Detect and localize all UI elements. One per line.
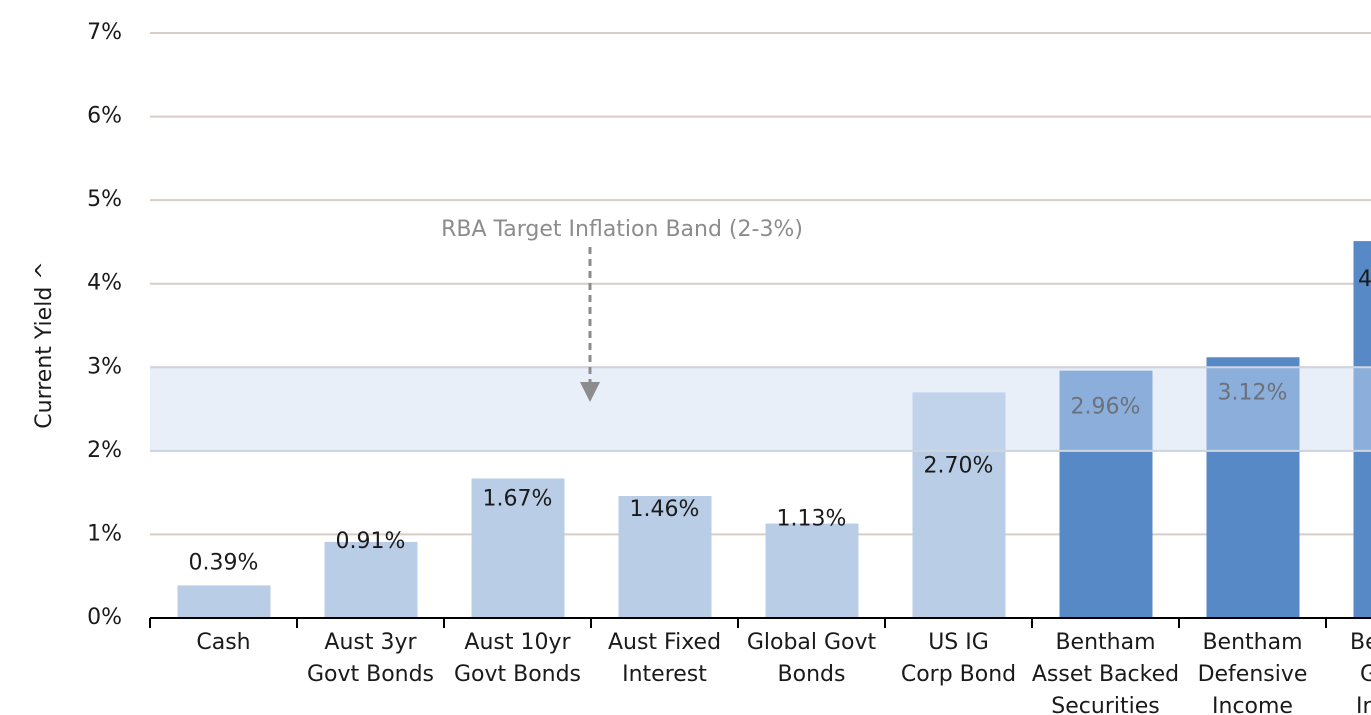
y-tick-label: 3% — [87, 354, 122, 379]
value-label: 1.13% — [777, 507, 847, 532]
y-tick-label: 7% — [87, 20, 122, 45]
x-tick-label: Aust Fixed Interest — [608, 630, 721, 687]
bar — [765, 523, 859, 618]
x-tick-label: US IG Corp Bond — [901, 630, 1016, 687]
bar — [1059, 370, 1153, 618]
x-tick-label-line: Govt Bonds — [307, 662, 434, 687]
bar — [1206, 357, 1300, 618]
x-tick-label-line: Bentham — [1055, 630, 1155, 655]
y-tick-label: 6% — [87, 104, 122, 129]
bar — [324, 541, 418, 618]
x-tick-label: Global Govt Bonds — [747, 630, 877, 687]
value-label: 1.46% — [630, 497, 700, 522]
x-tick-label: Bentham Defensive Income — [1198, 630, 1308, 715]
y-tick-label: 1% — [87, 521, 122, 546]
bar — [177, 585, 271, 618]
x-tick-label-line: Be — [1350, 630, 1371, 655]
x-tick-label-line: Income — [1212, 694, 1293, 715]
value-label: 4 — [1358, 267, 1371, 292]
x-tick-label-line: G — [1360, 662, 1371, 687]
x-tick-label-line: Cash — [196, 630, 250, 655]
value-label: 3.12% — [1218, 380, 1288, 405]
x-tick-label: Aust 3yr Govt Bonds — [307, 630, 434, 687]
x-tick-label-line: Interest — [622, 662, 707, 687]
x-tick-label-line: Aust Fixed — [608, 630, 721, 655]
x-tick-label-line: US IG — [928, 630, 989, 655]
value-label: 0.91% — [336, 529, 406, 554]
x-tick-label-line: Govt Bonds — [454, 662, 581, 687]
x-tick-label-line: Global Govt — [747, 630, 877, 655]
value-label: 1.67% — [483, 486, 553, 511]
y-tick-label: 0% — [87, 605, 122, 630]
x-tick-label: Cash — [196, 630, 250, 655]
x-tick-label-line: Securities — [1051, 694, 1159, 715]
y-tick-label: 4% — [87, 271, 122, 296]
x-tick-label-line: Bentham — [1202, 630, 1302, 655]
band-annotation: RBA Target Inflation Band (2-3%) — [441, 217, 803, 242]
y-tick-label: 2% — [87, 438, 122, 463]
value-label: 2.96% — [1071, 395, 1141, 420]
x-tick-label-line: Asset Backed — [1032, 662, 1179, 687]
bar — [1353, 241, 1371, 619]
x-tick-label: Bentham Asset Backed Securities — [1032, 630, 1179, 715]
x-tick-label-line: Corp Bond — [901, 662, 1016, 687]
x-tick-label: Aust 10yr Govt Bonds — [454, 630, 581, 687]
bar — [912, 392, 1006, 618]
x-tick-label-line: Bonds — [778, 662, 846, 687]
x-tick-label-line: Aust 3yr — [324, 630, 417, 655]
inflation-band — [150, 367, 1371, 451]
bar — [471, 478, 565, 618]
x-tick-label: Be G In — [1350, 630, 1371, 715]
arrow-head — [580, 382, 600, 402]
x-tick-label-line: In — [1356, 694, 1371, 715]
x-tick-label-line: Defensive — [1198, 662, 1308, 687]
value-label: 0.39% — [189, 550, 259, 575]
x-tick-label-line: Aust 10yr — [464, 630, 571, 655]
y-tick-label: 5% — [87, 187, 122, 212]
value-label: 2.70% — [924, 453, 994, 478]
bar — [618, 495, 712, 618]
y-axis-title: Current Yield ^ — [32, 261, 57, 428]
